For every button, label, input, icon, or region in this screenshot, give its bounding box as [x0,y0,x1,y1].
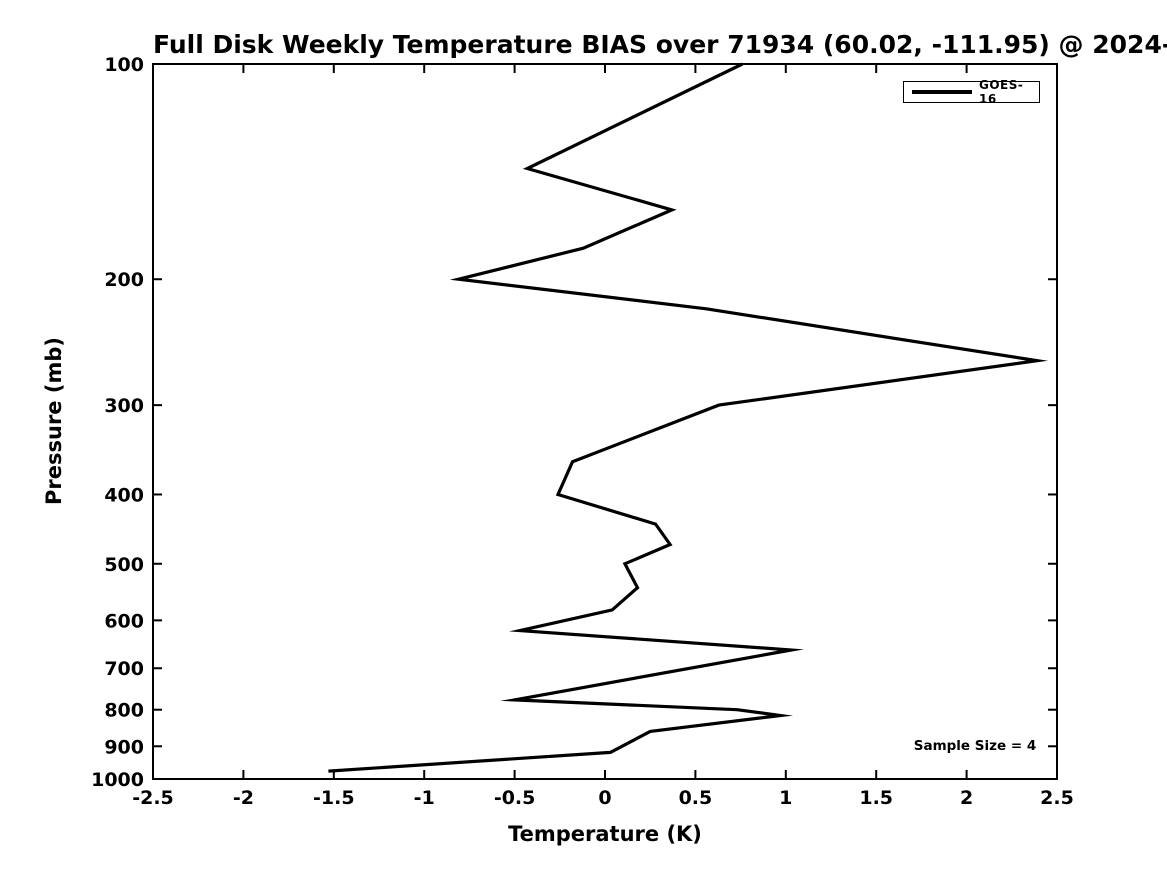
axes-box [152,63,1058,780]
y-tick-label: 300 [104,395,144,417]
bias-profile-line-goes-16 [328,62,1049,773]
y-tick-label: 700 [104,658,144,680]
x-tick-label: 1.5 [859,787,893,809]
x-tick-label: -1.5 [313,787,355,809]
y-tick-label: 600 [104,610,144,632]
y-tick-label: 1000 [91,769,144,791]
x-tick-label: -0.5 [494,787,536,809]
y-tick-label: 800 [104,700,144,722]
legend: GOES-16 [903,78,1040,106]
x-tick-label: -2.5 [132,787,174,809]
x-axis-label: Temperature (K) [508,822,702,846]
chart-title: Full Disk Weekly Temperature BIAS over 7… [153,30,1167,59]
legend-line-sample [912,90,972,94]
x-tick-label: 2.5 [1040,787,1074,809]
legend-label: GOES-16 [978,78,1024,106]
y-tick-label: 400 [104,484,144,506]
x-tick-label: -1 [414,787,435,809]
x-tick-label: -2 [233,787,254,809]
x-tick-label: 0.5 [679,787,713,809]
y-tick-label: 100 [104,54,144,76]
y-tick-label: 500 [104,554,144,576]
y-tick-label: 200 [104,269,144,291]
x-tick-label: 1 [779,787,792,809]
y-tick-label: 900 [104,736,144,758]
x-tick-label: 0 [598,787,611,809]
sample-size-annotation: Sample Size = 4 [913,738,1037,754]
x-tick-label: 2 [960,787,973,809]
